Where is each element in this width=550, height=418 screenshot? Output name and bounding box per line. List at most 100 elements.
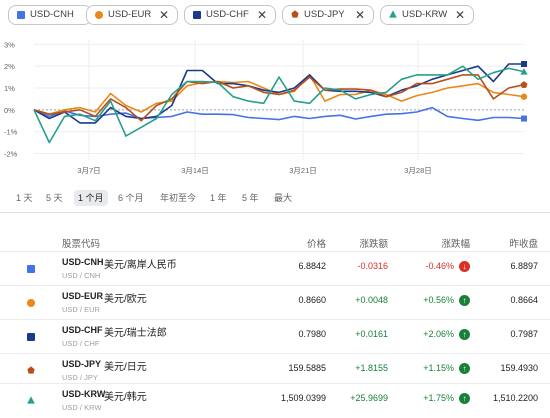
square-marker-icon — [17, 11, 25, 19]
y-tick-label: 2% — [4, 62, 15, 71]
row-pair: USD / JPY — [62, 373, 98, 382]
x-tick-label: 3月7日 — [77, 166, 100, 175]
circle-marker-icon — [95, 11, 103, 19]
series-line-usd-jpy — [33, 74, 525, 122]
row-change-pct: +0.56% — [423, 295, 454, 305]
range-1y[interactable]: 1 年 — [210, 193, 227, 203]
table-row[interactable]: USD-EUR 美元/欧元 USD / EUR 0.8660 +0.0048 +… — [0, 285, 550, 320]
range-1m[interactable]: 1 个月 — [74, 190, 108, 206]
circle-marker-icon — [27, 299, 35, 307]
header-change-pct: 涨跌幅 — [441, 239, 470, 250]
table-row[interactable]: USD-CHF 美元/瑞士法郎 USD / CHF 0.7980 +0.0161… — [0, 319, 550, 354]
arrow-up-icon: ↑ — [459, 393, 470, 404]
table-row[interactable]: USD-CNH 美元/离岸人民币 USD / CNH 6.8842 -0.031… — [0, 251, 550, 286]
time-range-selector: 1 天 5 天 1 个月 6 个月 年初至今 1 年 5 年 最大 — [0, 186, 550, 208]
section-divider — [0, 212, 550, 213]
range-6m[interactable]: 6 个月 — [118, 193, 144, 203]
row-pair: USD / CNH — [62, 271, 101, 280]
chip-usd-cnh[interactable]: USD-CNH — [8, 5, 92, 25]
row-change-pct: +1.75% — [423, 393, 454, 403]
header-prev-close: 昨收盘 — [509, 239, 538, 250]
pentagon-marker-icon — [291, 10, 299, 18]
chip-usd-chf[interactable]: USD-CHF ✕ — [184, 5, 276, 25]
comparison-line-chart[interactable]: 3% 2% 1% 0% -1% -2% 3月7日 3月14日 3月21日 3月28日 — [0, 34, 550, 184]
row-code: USD-KRW — [62, 389, 106, 399]
row-price: 1,509.0399 — [280, 393, 326, 403]
chip-usd-jpy[interactable]: USD-JPY ✕ — [282, 5, 374, 25]
row-prev-close: 6.8897 — [510, 261, 538, 271]
end-marker-usd-cnh — [521, 115, 527, 122]
row-name: 美元/日元 — [104, 362, 147, 373]
close-icon[interactable]: ✕ — [354, 8, 365, 22]
row-change-pct: +1.15% — [423, 363, 454, 373]
chip-label: USD-EUR — [108, 9, 152, 20]
row-code: USD-EUR — [62, 291, 104, 301]
header-change: 涨跌额 — [359, 239, 388, 250]
chip-label: USD-CHF — [206, 9, 249, 20]
y-tick-label: 1% — [4, 84, 15, 93]
row-prev-close: 0.7987 — [510, 329, 538, 339]
chip-label: USD-KRW — [402, 9, 448, 20]
header-symbol: 股票代码 — [62, 239, 101, 250]
end-marker-usd-krw — [520, 68, 528, 75]
arrow-up-icon: ↑ — [459, 363, 470, 374]
chip-usd-eur[interactable]: USD-EUR ✕ — [86, 5, 178, 25]
chip-label: USD-JPY — [304, 9, 345, 20]
arrow-up-icon: ↑ — [459, 295, 470, 306]
x-tick-label: 3月14日 — [181, 166, 209, 175]
row-change: -0.0316 — [357, 261, 388, 271]
close-icon[interactable]: ✕ — [158, 8, 169, 22]
end-marker-usd-eur — [520, 93, 528, 100]
y-tick-label: 0% — [4, 106, 15, 115]
close-icon[interactable]: ✕ — [454, 8, 465, 22]
row-prev-close: 159.4930 — [500, 363, 538, 373]
end-marker-usd-jpy — [520, 81, 528, 88]
range-5y[interactable]: 5 年 — [242, 193, 259, 203]
row-change-pct: -0.46% — [425, 261, 454, 271]
row-change: +0.0161 — [355, 329, 388, 339]
row-pair: USD / KRW — [62, 403, 102, 412]
row-code: USD-CNH — [62, 257, 104, 267]
range-max[interactable]: 最大 — [274, 193, 293, 203]
triangle-marker-icon — [27, 396, 35, 404]
chip-usd-krw[interactable]: USD-KRW ✕ — [380, 5, 474, 25]
series-chip-bar: USD-CNH USD-EUR ✕ USD-CHF ✕ USD-JPY ✕ US… — [0, 0, 550, 30]
row-change: +1.8155 — [355, 363, 388, 373]
close-icon[interactable]: ✕ — [256, 8, 267, 22]
row-name: 美元/离岸人民币 — [104, 260, 177, 271]
square-marker-icon — [193, 11, 201, 19]
range-ytd[interactable]: 年初至今 — [160, 193, 197, 203]
row-name: 美元/欧元 — [104, 294, 147, 305]
row-price: 6.8842 — [298, 261, 326, 271]
end-marker-usd-chf — [521, 61, 527, 67]
row-price: 0.8660 — [298, 295, 326, 305]
y-tick-label: -1% — [4, 128, 18, 137]
row-pair: USD / EUR — [62, 305, 100, 314]
row-change: +25.9699 — [350, 393, 388, 403]
range-1d[interactable]: 1 天 — [16, 193, 33, 203]
arrow-down-icon: ↓ — [459, 261, 470, 272]
row-code: USD-JPY — [62, 359, 102, 369]
row-code: USD-CHF — [62, 325, 103, 335]
table-row[interactable]: USD-JPY 美元/日元 USD / JPY 159.5885 +1.8155… — [0, 353, 550, 388]
y-tick-label: 3% — [4, 40, 15, 49]
row-change-pct: +2.06% — [423, 329, 454, 339]
square-marker-icon — [27, 333, 35, 341]
row-prev-close: 0.8664 — [510, 295, 538, 305]
row-name: 美元/瑞士法郎 — [104, 328, 167, 339]
table-header: 股票代码 价格 涨跌额 涨跌幅 昨收盘 — [0, 232, 550, 250]
y-tick-label: -2% — [4, 149, 18, 158]
row-price: 0.7980 — [298, 329, 326, 339]
x-tick-label: 3月21日 — [289, 166, 317, 175]
row-change: +0.0048 — [355, 295, 388, 305]
header-price: 价格 — [306, 239, 326, 250]
series-line-usd-krw — [33, 65, 525, 144]
row-name: 美元/韩元 — [104, 392, 147, 403]
range-5d[interactable]: 5 天 — [46, 193, 63, 203]
arrow-up-icon: ↑ — [459, 329, 470, 340]
square-marker-icon — [27, 265, 35, 273]
pentagon-marker-icon — [27, 366, 35, 374]
row-prev-close: 1,510.2200 — [492, 393, 538, 403]
triangle-marker-icon — [389, 10, 397, 18]
table-row[interactable]: USD-KRW 美元/韩元 USD / KRW 1,509.0399 +25.9… — [0, 383, 550, 418]
